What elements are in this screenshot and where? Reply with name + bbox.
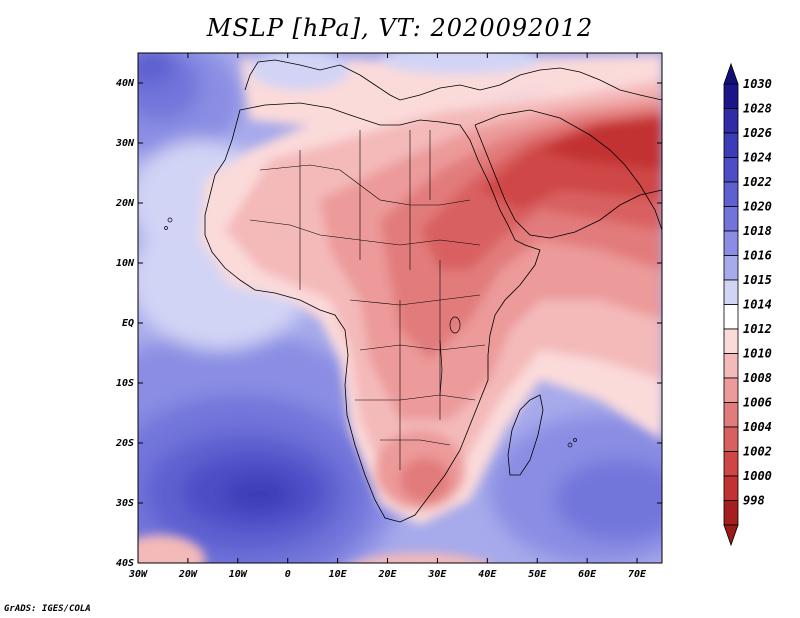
lon-tick-label: 60E xyxy=(578,569,597,580)
lat-tick-label: 10S xyxy=(116,378,134,389)
lon-tick-label: 20W xyxy=(178,569,198,580)
colorbar-label: 1000 xyxy=(743,469,772,483)
arabia-coastline xyxy=(474,109,662,239)
colorbar-label: 1024 xyxy=(743,151,772,165)
lat-tick-label: 40S xyxy=(116,558,134,569)
colorbar-label: 1002 xyxy=(743,445,772,459)
colorbar-label: 1015 xyxy=(743,273,772,287)
lat-tick-label: EQ xyxy=(122,318,134,329)
lon-tick-label: 20E xyxy=(377,569,397,580)
colorbar-segment xyxy=(723,451,739,477)
europe-coastline xyxy=(244,59,662,101)
lon-tick-label: 10E xyxy=(329,569,348,580)
colorbar-label: 1030 xyxy=(743,77,772,91)
colorbar-segment xyxy=(723,279,739,305)
colorbar-segment xyxy=(723,255,739,281)
colorbar: 1030 1028 1026 1024 1022 1020 1018 1016 1015 1014… xyxy=(723,62,772,547)
colorbar-segment xyxy=(723,426,739,452)
island-outlines xyxy=(164,217,577,448)
colorbar-segment xyxy=(723,500,739,526)
colorbar-segment xyxy=(723,377,739,403)
colorbar-label: 1010 xyxy=(743,347,772,361)
colorbar-segment xyxy=(723,108,739,134)
lon-tick-label: 40E xyxy=(478,569,497,580)
lat-tick-label: 30S xyxy=(115,498,134,509)
colorbar-label: 1020 xyxy=(743,200,772,214)
lon-tick-label: 0 xyxy=(285,569,291,580)
colorbar-label: 1008 xyxy=(743,371,772,385)
lon-tick-label: 30E xyxy=(427,569,447,580)
lat-tick-label: 20N xyxy=(115,198,135,209)
colorbar-label: 998 xyxy=(743,494,765,508)
lon-tick-label: 70E xyxy=(628,569,647,580)
colorbar-label: 1014 xyxy=(743,298,772,312)
lon-tick-label: 10W xyxy=(229,569,248,580)
longitude-axis: 30W 20W 10W 0 10E 20E 30E 40E 50E 60E 70E xyxy=(128,53,647,580)
colorbar-segment xyxy=(723,475,739,501)
africa-coastline xyxy=(204,102,541,523)
lat-tick-label: 30N xyxy=(115,138,135,149)
colorbar-min-arrow xyxy=(723,524,739,547)
colorbar-segment xyxy=(723,328,739,354)
latitude-axis: 40N 30N 20N 10N EQ 10S 20S 30S 40S xyxy=(115,78,662,569)
country-borders xyxy=(249,130,486,470)
colorbar-label: 1006 xyxy=(743,396,772,410)
grads-credit: GrADS: IGES/COLA xyxy=(4,604,91,614)
colorbar-segment xyxy=(723,132,739,158)
colorbar-label: 1004 xyxy=(743,420,772,434)
colorbar-label: 1022 xyxy=(743,175,772,189)
colorbar-label: 1016 xyxy=(743,249,772,263)
colorbar-segment xyxy=(723,353,739,379)
pressure-field xyxy=(138,53,662,563)
lat-tick-label: 20S xyxy=(115,438,134,449)
lat-tick-label: 10N xyxy=(116,258,135,269)
colorbar-label: 1012 xyxy=(743,322,772,336)
colorbar-max-arrow xyxy=(723,62,739,85)
madagascar-coastline xyxy=(507,394,544,476)
colorbar-segment xyxy=(723,230,739,256)
map-title: MSLP [hPa], VT: 2020092012 xyxy=(206,14,594,42)
lon-tick-label: 50E xyxy=(528,569,547,580)
colorbar-segment xyxy=(723,83,739,109)
lat-tick-label: 40N xyxy=(116,78,135,89)
colorbar-segment xyxy=(723,181,739,207)
coastline-outlines xyxy=(204,59,662,523)
colorbar-label: 1018 xyxy=(743,224,772,238)
lon-tick-label: 30W xyxy=(128,569,148,580)
plot-frame xyxy=(137,52,663,564)
colorbar-label: 1028 xyxy=(743,102,772,116)
colorbar-segment xyxy=(723,206,739,232)
colorbar-segment xyxy=(723,402,739,428)
lakes xyxy=(439,316,461,396)
colorbar-segment xyxy=(723,304,739,330)
colorbar-segment xyxy=(723,157,739,183)
colorbar-label: 1026 xyxy=(743,126,772,140)
